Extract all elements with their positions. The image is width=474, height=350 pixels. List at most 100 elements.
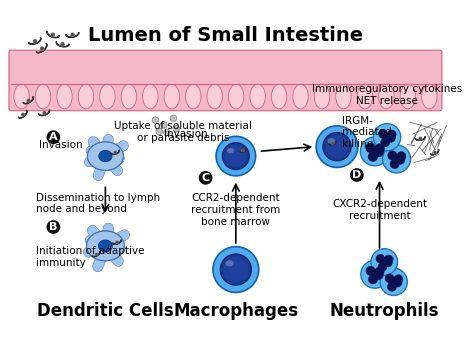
Circle shape	[161, 121, 167, 128]
Ellipse shape	[357, 84, 373, 109]
Circle shape	[242, 150, 244, 151]
Text: Uptake of soluble material
or parasite debris: Uptake of soluble material or parasite d…	[114, 121, 252, 143]
Circle shape	[387, 130, 396, 139]
Circle shape	[374, 270, 383, 280]
Circle shape	[361, 260, 389, 288]
Circle shape	[44, 112, 45, 114]
Text: Invasion: Invasion	[39, 140, 83, 150]
Circle shape	[366, 266, 375, 275]
Circle shape	[222, 142, 249, 169]
Circle shape	[173, 125, 180, 132]
Ellipse shape	[328, 138, 335, 144]
Circle shape	[394, 275, 403, 284]
Ellipse shape	[87, 231, 124, 261]
Circle shape	[349, 167, 365, 183]
Circle shape	[388, 151, 397, 160]
Circle shape	[434, 151, 436, 154]
Circle shape	[156, 128, 163, 135]
Ellipse shape	[121, 84, 137, 109]
Circle shape	[360, 137, 389, 166]
Circle shape	[43, 112, 46, 114]
Circle shape	[223, 257, 248, 282]
Ellipse shape	[14, 84, 29, 109]
Polygon shape	[92, 251, 100, 257]
Circle shape	[40, 47, 44, 50]
Circle shape	[374, 124, 401, 151]
Text: A: A	[49, 132, 58, 142]
FancyBboxPatch shape	[9, 50, 442, 111]
Text: CCR2-dependent
recruitment from
bone marrow: CCR2-dependent recruitment from bone mar…	[191, 194, 281, 226]
Circle shape	[46, 130, 61, 145]
Polygon shape	[328, 141, 337, 145]
Circle shape	[34, 40, 36, 42]
Ellipse shape	[185, 84, 201, 109]
Ellipse shape	[400, 84, 416, 109]
Text: Lumen of Small Intestine: Lumen of Small Intestine	[88, 26, 363, 45]
Circle shape	[117, 241, 118, 243]
Ellipse shape	[87, 142, 123, 170]
Circle shape	[419, 137, 422, 140]
Ellipse shape	[100, 84, 115, 109]
Polygon shape	[66, 32, 79, 37]
Ellipse shape	[57, 84, 72, 109]
Circle shape	[371, 249, 398, 275]
Circle shape	[52, 34, 54, 36]
Circle shape	[323, 132, 351, 161]
Circle shape	[51, 33, 55, 36]
Circle shape	[397, 152, 406, 161]
Ellipse shape	[293, 84, 308, 109]
Text: C: C	[201, 173, 210, 183]
Ellipse shape	[87, 231, 124, 261]
Ellipse shape	[207, 84, 222, 109]
Circle shape	[225, 145, 246, 167]
Text: Macrophages: Macrophages	[173, 302, 299, 320]
Circle shape	[27, 100, 29, 101]
Ellipse shape	[336, 84, 351, 109]
Polygon shape	[18, 110, 27, 118]
Text: CXCR2-dependent
recruitment: CXCR2-dependent recruitment	[332, 199, 427, 221]
Polygon shape	[113, 240, 121, 244]
Circle shape	[242, 149, 244, 152]
Circle shape	[22, 113, 24, 116]
Polygon shape	[36, 43, 47, 53]
Text: Invasion: Invasion	[164, 130, 208, 139]
Polygon shape	[110, 150, 119, 154]
Ellipse shape	[78, 84, 94, 109]
Circle shape	[115, 152, 116, 153]
Circle shape	[62, 43, 64, 45]
Text: Neutrophils: Neutrophils	[329, 302, 439, 320]
Text: IRGM-
mediated
killing: IRGM- mediated killing	[342, 116, 392, 149]
Text: Dendritic Cells: Dendritic Cells	[37, 302, 173, 320]
Circle shape	[198, 170, 213, 186]
Text: Dissemination to lymph
node and beyond: Dissemination to lymph node and beyond	[36, 193, 161, 214]
Ellipse shape	[314, 84, 330, 109]
Circle shape	[419, 138, 421, 139]
Circle shape	[216, 136, 255, 176]
Circle shape	[41, 48, 43, 50]
Text: Immunoregulatory cytokines
NET release: Immunoregulatory cytokines NET release	[312, 84, 462, 106]
Circle shape	[365, 143, 375, 153]
Circle shape	[170, 115, 177, 121]
Circle shape	[387, 282, 396, 291]
Circle shape	[22, 114, 24, 116]
Ellipse shape	[164, 84, 180, 109]
Circle shape	[375, 267, 384, 276]
Ellipse shape	[379, 84, 394, 109]
Circle shape	[27, 99, 30, 102]
Text: B: B	[49, 222, 57, 232]
Circle shape	[368, 152, 378, 161]
Circle shape	[368, 275, 378, 284]
Circle shape	[95, 253, 98, 256]
Ellipse shape	[99, 150, 112, 162]
Polygon shape	[28, 37, 41, 44]
Circle shape	[114, 151, 116, 154]
Ellipse shape	[99, 240, 112, 252]
Circle shape	[376, 254, 385, 263]
Circle shape	[396, 155, 405, 164]
Polygon shape	[56, 42, 69, 47]
Circle shape	[331, 142, 334, 144]
Ellipse shape	[87, 142, 123, 170]
Circle shape	[383, 145, 410, 173]
Text: Initiation of adaptive
immunity: Initiation of adaptive immunity	[36, 246, 145, 268]
Circle shape	[386, 133, 395, 142]
